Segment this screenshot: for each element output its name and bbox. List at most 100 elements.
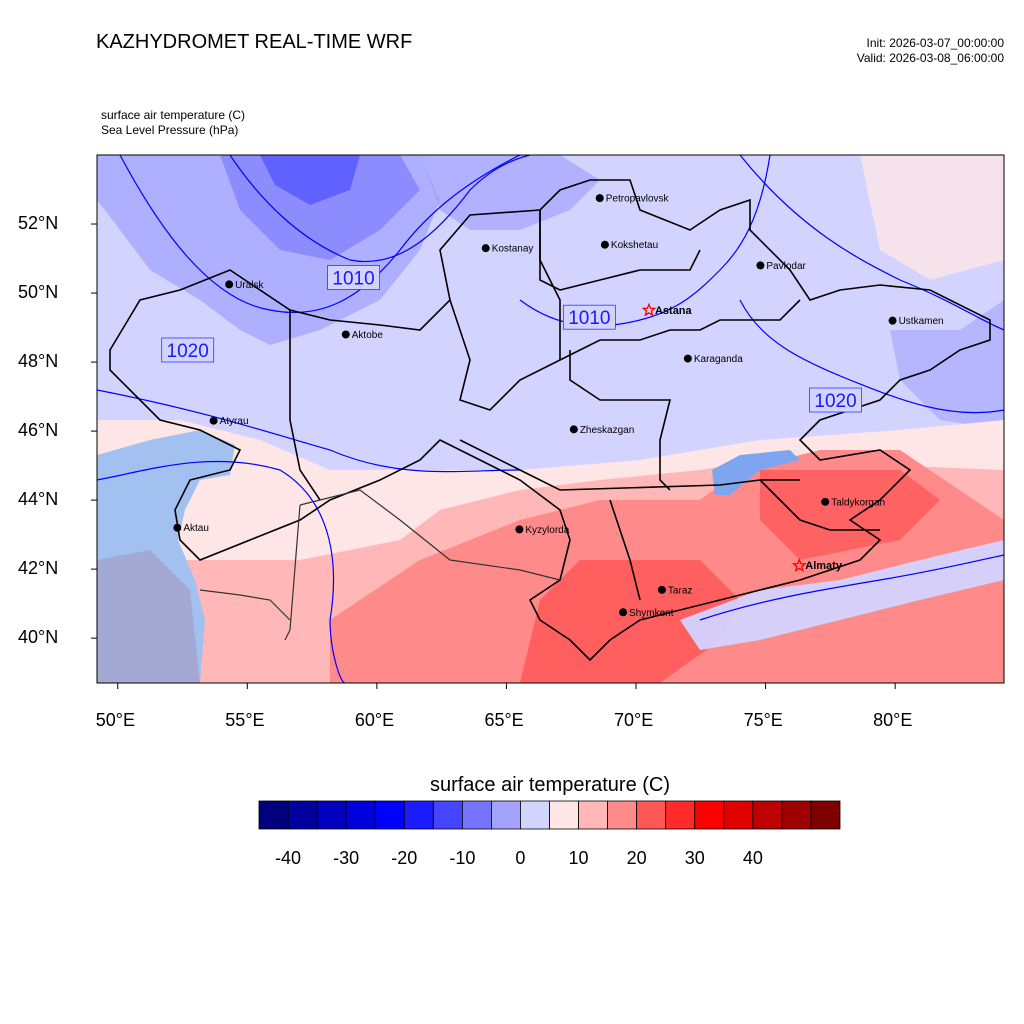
map-plot-area — [97, 155, 1004, 683]
city-label: Pavlodar — [766, 261, 806, 272]
valid-time: Valid: 2026-03-08_06:00:00 — [856, 51, 1004, 65]
pressure-label: 1010 — [332, 269, 374, 290]
city-dot — [600, 240, 609, 249]
pressure-label: 1020 — [814, 391, 856, 412]
caspian-deep — [97, 550, 200, 683]
colorbar-tick-label: -30 — [333, 848, 360, 868]
pressure-labels: 1010 1010 1020 1020 — [161, 265, 862, 413]
colorbar-swatch — [636, 800, 667, 830]
oblast-border — [459, 439, 800, 491]
axis-ticks — [91, 223, 896, 689]
longitude-label: 75°E — [743, 710, 783, 730]
isobar-line — [97, 389, 521, 473]
isobar-line — [119, 155, 521, 314]
very-cold-region — [220, 155, 420, 260]
city-label: Taldykorgan — [831, 497, 885, 508]
isobar-line — [97, 460, 346, 683]
colorbar-swatch — [781, 800, 812, 830]
colorbar-swatch — [403, 800, 434, 830]
colorbar-tick-label: -40 — [275, 848, 302, 868]
longitude-label: 55°E — [225, 710, 265, 730]
colorbar-swatch — [694, 800, 725, 830]
city-dot — [173, 523, 182, 532]
city-label: Atyrau — [220, 416, 249, 427]
colorbar-tick-label: -20 — [391, 848, 418, 868]
init-time: Init: 2026-03-07_00:00:00 — [866, 36, 1004, 50]
colorbar-tick-label: 40 — [742, 848, 763, 868]
colorbar-swatch — [461, 800, 492, 830]
longitude-label: 80°E — [873, 710, 913, 730]
latitude-label: 48°N — [18, 351, 59, 372]
city-dot — [515, 525, 524, 534]
latitude-label: 52°N — [18, 213, 59, 234]
city-dot — [683, 354, 692, 363]
coldest-region — [260, 155, 360, 205]
city-label: Zheskazgan — [580, 425, 634, 436]
colorbar-swatch — [723, 800, 754, 830]
longitude-label: 70°E — [614, 710, 654, 730]
latitude-label: 40°N — [18, 627, 59, 648]
capital-star-icon — [641, 302, 657, 317]
colorbar-tick-label: 10 — [568, 848, 589, 868]
mountain-cold-band — [680, 540, 1004, 650]
colorbar-swatch — [432, 800, 463, 830]
city-dot — [209, 416, 218, 425]
colorbar-swatch — [752, 800, 783, 830]
city-label: Kostanay — [492, 244, 534, 255]
oblast-border — [609, 499, 641, 601]
city-label: Petropavlovsk — [606, 194, 670, 205]
isobar-line — [739, 299, 1004, 414]
colorbar-swatch — [520, 800, 550, 830]
region-borders — [109, 179, 991, 662]
uzbek-border — [299, 489, 561, 581]
oblast-border — [449, 210, 561, 411]
colorbar-swatch — [316, 800, 347, 830]
capital-star-icon — [791, 557, 807, 572]
hot-zone-east — [760, 470, 940, 560]
colorbar-swatch — [665, 800, 696, 830]
hot-zone-south — [520, 560, 740, 683]
colorbar-tick-label: 0 — [515, 848, 526, 868]
cold-region-northcentral — [420, 155, 600, 230]
colorbar-swatch — [578, 800, 608, 830]
colorbar-swatch — [490, 800, 521, 830]
isobars — [97, 155, 1004, 683]
city-dot — [481, 244, 490, 253]
city-markers: Petropavlovsk Kostanay Kokshetau Pavlodar Ur… — [173, 194, 944, 619]
city-label: Kyzylorda — [525, 525, 569, 536]
neighbor-borders — [199, 489, 561, 641]
colorbar-swatch — [258, 800, 289, 830]
pressure-label: 1010 — [568, 308, 610, 329]
city-label: Kokshetau — [611, 240, 658, 251]
colorbar-swatch — [345, 800, 376, 830]
oblast-border — [289, 310, 321, 501]
city-label: Aktobe — [352, 330, 384, 341]
city-label: Aktau — [183, 523, 209, 534]
city-dot — [341, 330, 350, 339]
pressure-label-box — [327, 265, 380, 290]
colorbar-swatch — [607, 800, 638, 830]
city-dot — [619, 608, 628, 617]
latitude-label: 50°N — [18, 282, 59, 303]
city-dot — [595, 194, 604, 203]
colorbar-tick-label: 30 — [684, 848, 705, 868]
field-labels: surface air temperature (C) Sea Level Pr… — [101, 108, 245, 138]
city-label: Karaganda — [694, 354, 743, 365]
isobar-line — [699, 554, 1004, 621]
colorbar-tick-label: -10 — [449, 848, 476, 868]
kazakhstan-border — [109, 179, 991, 662]
oblast-border — [759, 479, 880, 531]
longitude-label: 60°E — [354, 710, 395, 730]
city-dot — [657, 585, 666, 594]
cold-region-east — [890, 300, 1004, 430]
latitude-label: 44°N — [18, 489, 59, 510]
pressure-label-box — [562, 304, 616, 330]
city-dot — [888, 316, 897, 325]
oblast-border — [559, 299, 801, 361]
city-label: Shymkent — [629, 608, 674, 619]
pressure-label-box — [161, 337, 215, 363]
oblast-border — [569, 350, 672, 491]
city-dot — [821, 497, 830, 506]
run-times: Init: 2026-03-07_00:00:00 Valid: 2026-03… — [857, 36, 1004, 66]
